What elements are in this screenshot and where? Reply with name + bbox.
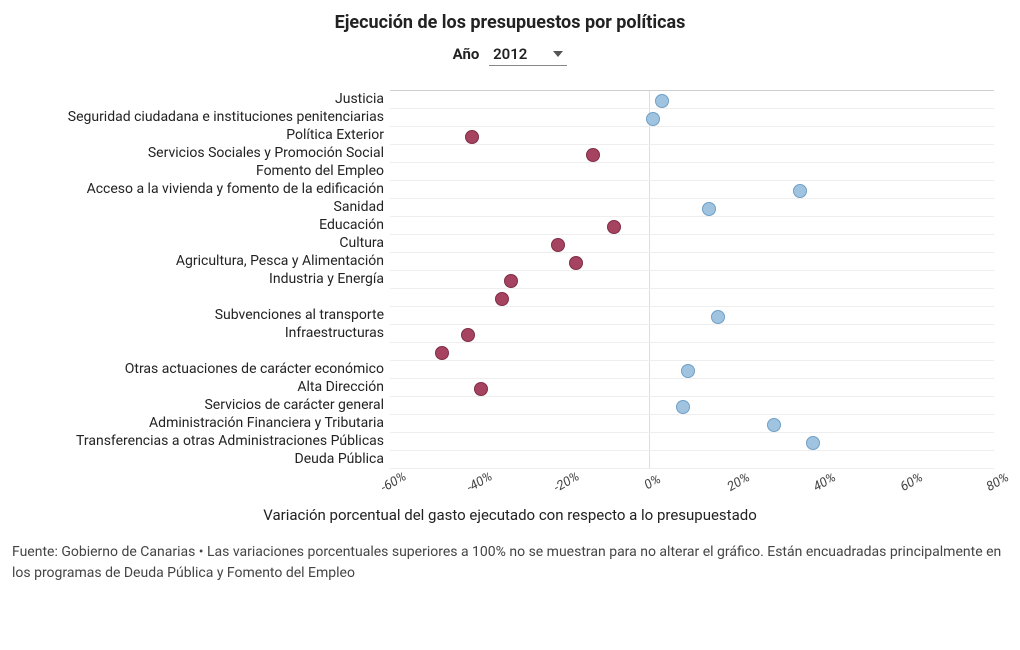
category-label: Fomento del Empleo (14, 162, 384, 180)
category-label: Seguridad ciudadana e instituciones peni… (14, 108, 384, 126)
data-point[interactable] (793, 184, 807, 198)
x-tick: 80% (984, 470, 1012, 495)
year-dropdown[interactable]: 2012 (489, 43, 567, 66)
data-point[interactable] (569, 256, 583, 270)
data-point[interactable] (681, 364, 695, 378)
data-point[interactable] (711, 310, 725, 324)
category-label: Servicios Sociales y Promoción Social (14, 144, 384, 162)
data-point[interactable] (586, 148, 600, 162)
data-point[interactable] (551, 238, 565, 252)
plot-area (390, 90, 994, 468)
year-label: Año (453, 45, 480, 63)
category-label: Alta Dirección (14, 378, 384, 396)
data-point[interactable] (465, 130, 479, 144)
category-label: Educación (14, 216, 384, 234)
category-label: Acceso a la vivienda y fomento de la edi… (14, 180, 384, 198)
data-point[interactable] (495, 292, 509, 306)
category-label: Política Exterior (14, 126, 384, 144)
year-value: 2012 (493, 45, 527, 63)
x-tick: -60% (378, 469, 409, 495)
category-label: Subvenciones al transporte (14, 306, 384, 324)
category-label: Agricultura, Pesca y Alimentación (14, 252, 384, 270)
category-label: Justicia (14, 90, 384, 108)
category-label: Otras actuaciones de carácter económico (14, 360, 384, 378)
category-label: Sanidad (14, 198, 384, 216)
x-tick: -20% (551, 469, 582, 495)
data-point[interactable] (504, 274, 518, 288)
dot-plot-chart: JusticiaSeguridad ciudadana e institucio… (10, 82, 1010, 502)
category-label: Cultura (14, 234, 384, 252)
data-point[interactable] (806, 436, 820, 450)
x-axis-label: Variación porcentual del gasto ejecutado… (10, 506, 1010, 524)
data-point[interactable] (474, 382, 488, 396)
data-point[interactable] (461, 328, 475, 342)
category-label: Servicios de carácter general (14, 396, 384, 414)
category-label: Administración Financiera y Tributaria (14, 414, 384, 432)
chevron-down-icon (553, 51, 563, 57)
category-label: Transferencias a otras Administraciones … (14, 432, 384, 450)
x-tick: 20% (725, 470, 753, 495)
x-tick: -40% (465, 469, 496, 495)
x-tick: 0% (642, 472, 664, 493)
chart-footnote: Fuente: Gobierno de Canarias • Las varia… (10, 542, 1010, 584)
data-point[interactable] (646, 112, 660, 126)
data-point[interactable] (702, 202, 716, 216)
x-tick: 40% (811, 470, 839, 495)
chart-title: Ejecución de los presupuestos por políti… (10, 12, 1010, 33)
category-label: Industria y Energía (14, 270, 384, 288)
category-label: Deuda Pública (14, 450, 384, 468)
data-point[interactable] (767, 418, 781, 432)
data-point[interactable] (676, 400, 690, 414)
data-point[interactable] (607, 220, 621, 234)
data-point[interactable] (655, 94, 669, 108)
category-label: Infraestructuras (14, 324, 384, 342)
data-point[interactable] (435, 346, 449, 360)
year-selector-row: Año 2012 (10, 43, 1010, 66)
x-tick: 60% (898, 470, 926, 495)
